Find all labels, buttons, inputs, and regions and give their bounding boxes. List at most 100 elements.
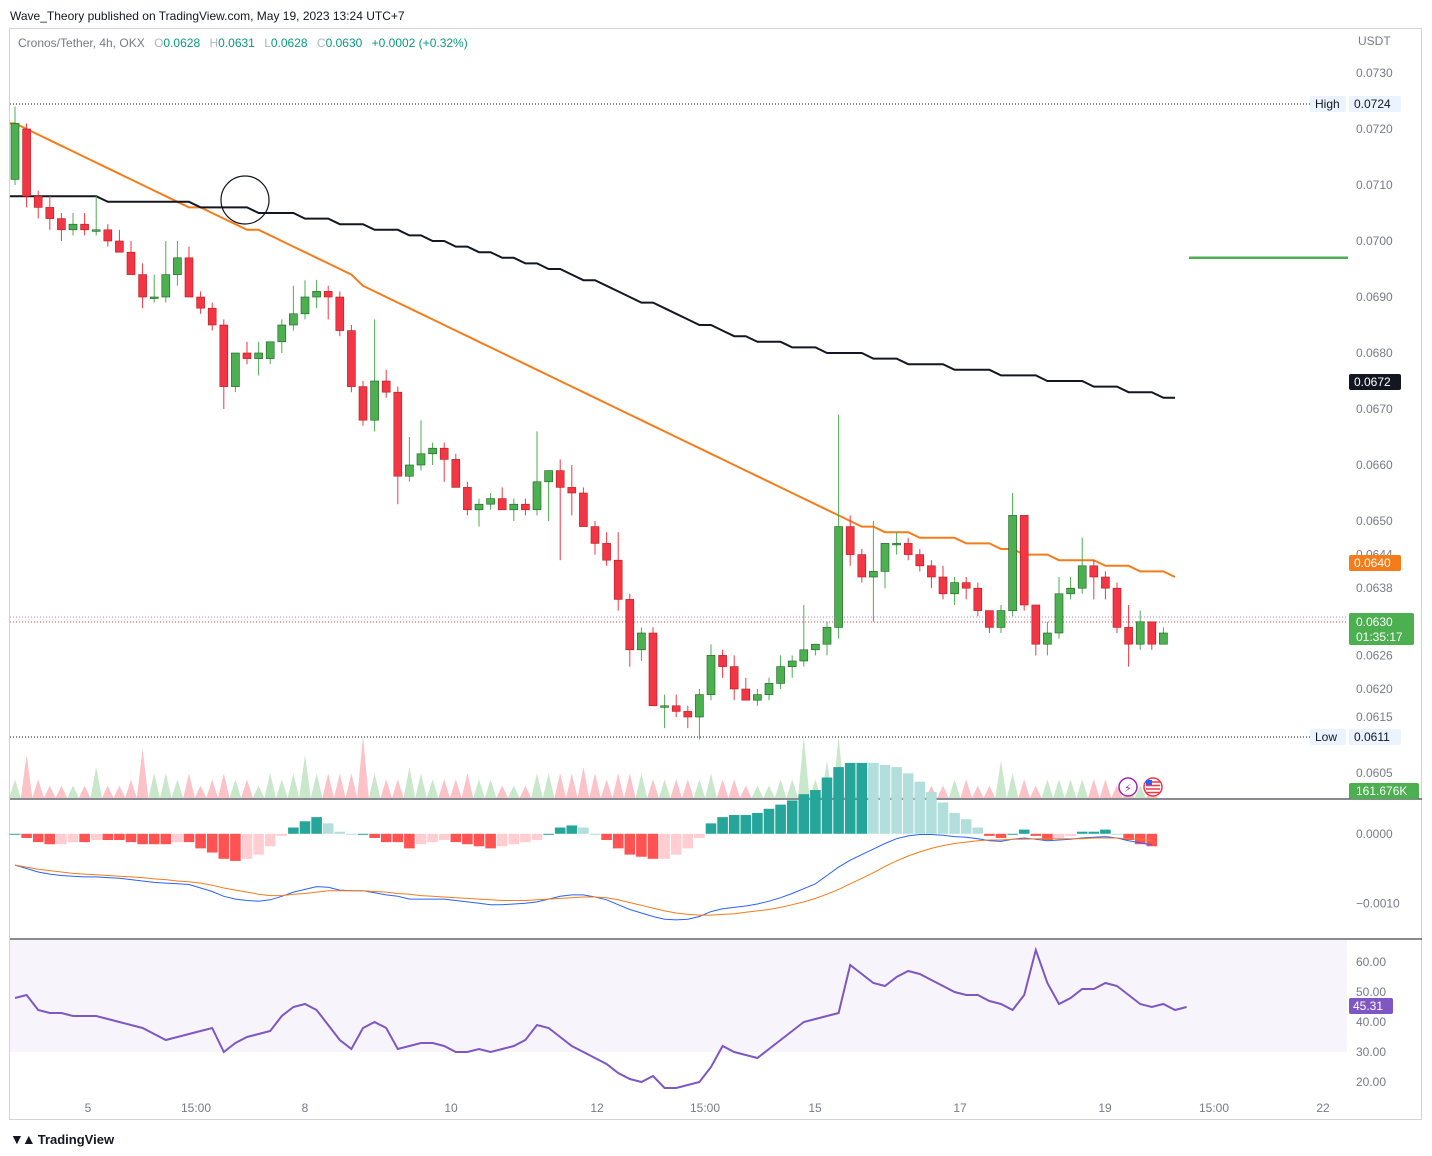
candle xyxy=(1101,571,1110,600)
macd-histogram-bar xyxy=(972,827,984,834)
candle-body xyxy=(1101,576,1110,589)
macd-histogram-bar xyxy=(1030,833,1042,836)
macd-histogram-bar xyxy=(241,833,253,859)
candle xyxy=(880,543,890,589)
candle xyxy=(973,582,983,617)
low-value-badge-text: 0.0611 xyxy=(1354,730,1390,744)
candle xyxy=(126,241,136,275)
open-label: O xyxy=(154,36,164,50)
tradingview-footer[interactable]: ▼▲ TradingView xyxy=(10,1131,114,1147)
candle xyxy=(532,431,542,516)
candle-body xyxy=(1089,565,1099,578)
candle-body xyxy=(637,632,646,651)
last-price-text: 0.0630 xyxy=(1356,615,1393,629)
volume-bar xyxy=(1030,785,1042,798)
macd-histogram-bar xyxy=(1088,831,1100,834)
time-tick-label: 8 xyxy=(302,1101,309,1115)
candle xyxy=(1077,537,1087,594)
candle xyxy=(1124,605,1133,667)
candle-body xyxy=(671,705,681,712)
candles[interactable] xyxy=(10,106,1168,740)
macd-histogram-bar xyxy=(102,833,114,841)
candle-body xyxy=(416,453,426,466)
volume-bar xyxy=(229,779,242,798)
candle-body xyxy=(231,352,240,387)
macd-histogram-bar xyxy=(960,819,972,834)
macd-histogram-bar xyxy=(856,762,868,834)
macd-histogram-bar xyxy=(485,833,496,849)
macd-histogram-bar xyxy=(844,762,856,834)
candle-body xyxy=(927,565,936,578)
volume-bar xyxy=(577,767,590,798)
macd-histogram-bar xyxy=(230,833,241,861)
candle-body xyxy=(1008,515,1017,611)
candle xyxy=(695,689,704,740)
change-value: +0.0002 (+0.32%) xyxy=(371,36,468,50)
price-tick-label: 0.0730 xyxy=(1356,66,1393,80)
tradingview-logo-icon: ▼▲ xyxy=(10,1131,36,1147)
candle-body xyxy=(277,324,287,343)
macd-histogram-bar xyxy=(902,773,914,834)
macd-histogram-bar xyxy=(473,833,485,847)
candle-body xyxy=(811,643,820,651)
price-tick-label: 0.0626 xyxy=(1356,648,1393,662)
candle-body xyxy=(242,352,252,359)
volume-bar xyxy=(670,779,682,798)
candle xyxy=(335,291,345,337)
candle-body xyxy=(961,582,971,589)
volume-bar xyxy=(218,773,230,798)
candle xyxy=(1031,604,1041,656)
candle xyxy=(857,549,867,583)
volume-bar xyxy=(995,760,1007,798)
candle xyxy=(869,521,878,622)
candle xyxy=(173,241,182,286)
volume-bar xyxy=(345,773,358,798)
volume-bar xyxy=(357,736,369,798)
candle xyxy=(834,414,843,639)
candle-body xyxy=(312,291,321,298)
candle xyxy=(451,453,461,488)
candle-body xyxy=(950,582,959,595)
candle xyxy=(1135,610,1145,650)
macd-histogram-bar xyxy=(276,833,288,836)
volume-bar xyxy=(44,785,56,798)
macd-histogram-bar xyxy=(438,833,450,841)
candle-body xyxy=(335,296,345,331)
candle xyxy=(985,610,994,633)
ema200-badge-bg xyxy=(1349,374,1401,390)
candle xyxy=(787,655,797,678)
axes: USDT 0.0730 0.0720 0.0710 0.0700 0.0690 0.0680… xyxy=(85,34,1400,1115)
macd-histogram-bar xyxy=(79,833,90,843)
macd-histogram-bar xyxy=(531,833,543,841)
volume-bar xyxy=(380,779,392,798)
candle xyxy=(91,196,101,236)
candle xyxy=(463,481,472,516)
candle-body xyxy=(625,599,635,651)
symbol-label[interactable]: Cronos/Tether, 4h, OKX xyxy=(18,36,145,50)
candle-body xyxy=(1159,632,1168,645)
macd-histogram-bar xyxy=(520,833,531,843)
candle xyxy=(381,369,391,398)
macd-histogram-bar xyxy=(450,833,462,843)
candle xyxy=(428,442,437,465)
candle xyxy=(590,521,600,555)
macd-histogram-bar xyxy=(67,833,79,843)
candle xyxy=(1066,577,1075,600)
macd-histogram-bar xyxy=(984,833,995,836)
volume-bar xyxy=(948,779,961,798)
volume-bar xyxy=(90,767,102,798)
volume-bar xyxy=(102,785,114,798)
candle xyxy=(45,196,55,230)
macd-histogram-bar xyxy=(114,833,125,841)
candle xyxy=(706,644,716,701)
volume-bar xyxy=(798,736,810,798)
candle xyxy=(938,565,948,600)
candle-body xyxy=(1043,632,1052,645)
candle-body xyxy=(1135,621,1145,645)
ema-lines xyxy=(10,122,1176,578)
time-tick-label: 22 xyxy=(1316,1101,1330,1115)
time-tick-label: 15 xyxy=(808,1101,822,1115)
volume-bar xyxy=(1076,779,1088,798)
volume-bar xyxy=(1006,773,1019,798)
